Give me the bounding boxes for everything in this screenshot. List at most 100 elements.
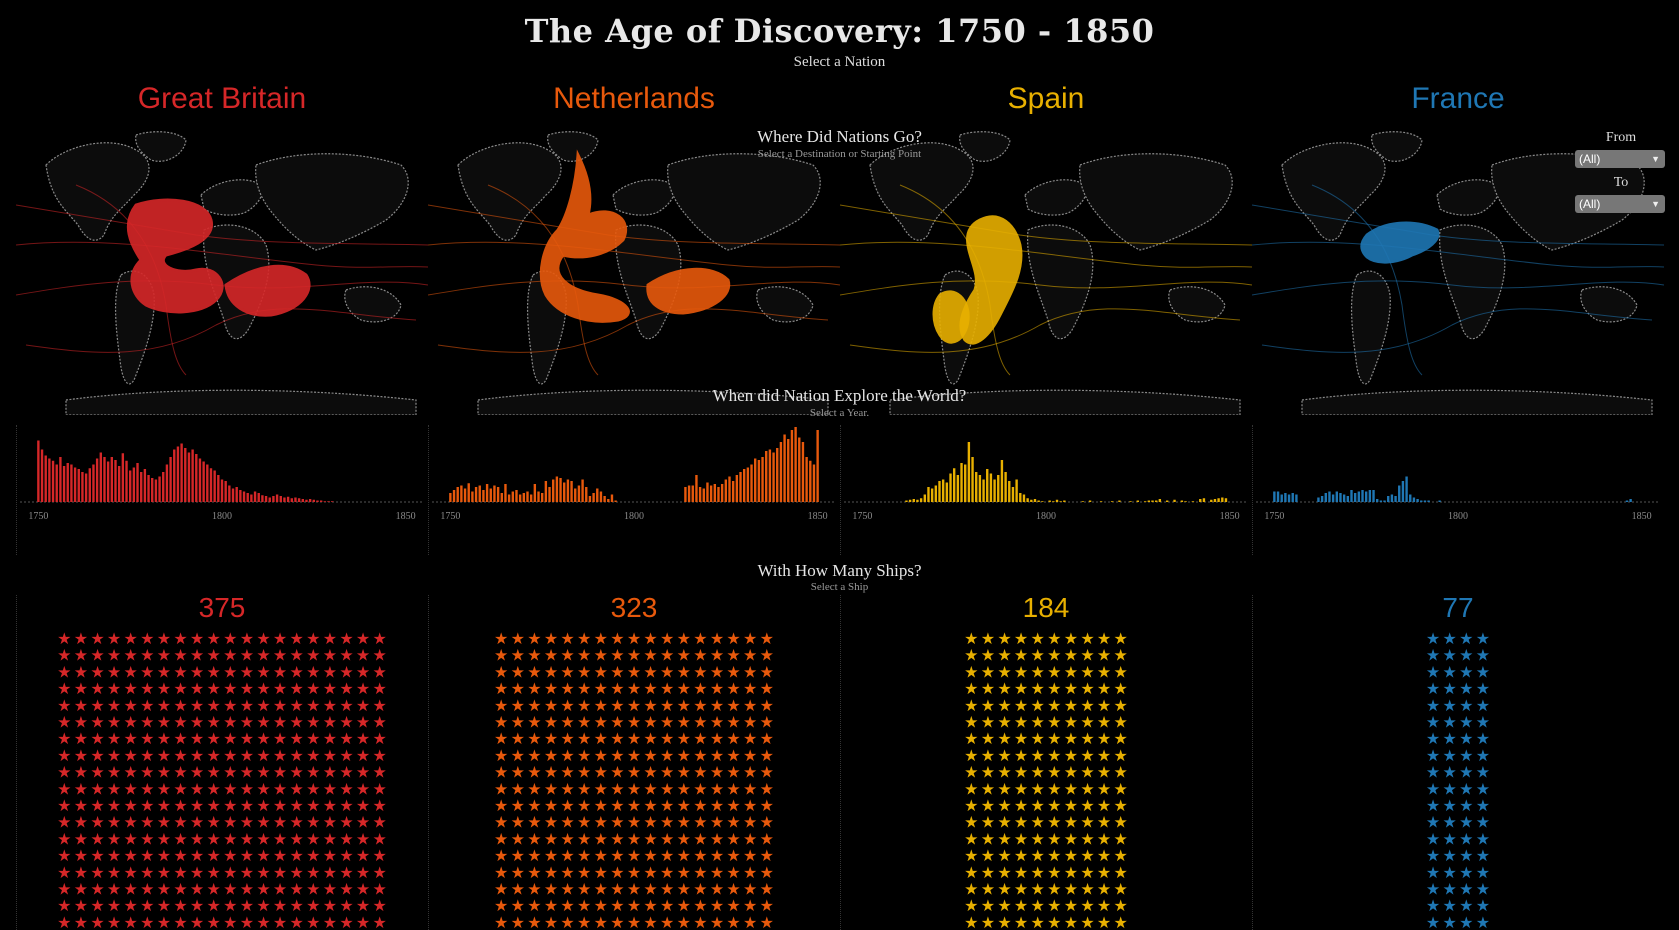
year-bar[interactable]: [776, 448, 779, 502]
ship-star-icon[interactable]: ★: [1443, 646, 1457, 665]
year-bar[interactable]: [801, 442, 805, 502]
year-bar[interactable]: [471, 491, 474, 503]
ship-star-icon[interactable]: ★: [207, 630, 221, 648]
ship-star-icon[interactable]: ★: [140, 729, 154, 748]
ship-star-icon[interactable]: ★: [494, 896, 508, 915]
year-bar[interactable]: [191, 449, 194, 503]
ship-star-icon[interactable]: ★: [1047, 763, 1061, 782]
ship-star-icon[interactable]: ★: [677, 863, 691, 882]
ship-star-icon[interactable]: ★: [323, 630, 337, 648]
ship-star-icon[interactable]: ★: [1014, 646, 1028, 665]
ship-star-icon[interactable]: ★: [997, 746, 1011, 765]
ship-star-icon[interactable]: ★: [981, 846, 995, 865]
ship-star-icon[interactable]: ★: [223, 630, 237, 648]
year-bar[interactable]: [151, 478, 154, 502]
ship-star-icon[interactable]: ★: [1426, 846, 1440, 865]
ship-star-icon[interactable]: ★: [140, 679, 154, 698]
ship-star-icon[interactable]: ★: [207, 662, 221, 681]
ship-star-icon[interactable]: ★: [124, 913, 138, 930]
year-bar[interactable]: [1173, 499, 1176, 502]
ship-star-icon[interactable]: ★: [1426, 829, 1440, 848]
ship-star-icon[interactable]: ★: [1047, 630, 1061, 648]
ship-star-icon[interactable]: ★: [997, 763, 1011, 782]
year-bar[interactable]: [55, 464, 58, 503]
ship-star-icon[interactable]: ★: [323, 763, 337, 782]
ship-star-icon[interactable]: ★: [627, 679, 641, 698]
ship-star-icon[interactable]: ★: [256, 880, 270, 899]
year-bar[interactable]: [37, 440, 40, 503]
ship-star-icon[interactable]: ★: [240, 779, 254, 798]
ship-star-icon[interactable]: ★: [124, 746, 138, 765]
ship-star-icon[interactable]: ★: [594, 729, 608, 748]
ship-star-icon[interactable]: ★: [1476, 713, 1490, 732]
year-bar[interactable]: [48, 458, 51, 503]
ship-star-icon[interactable]: ★: [207, 729, 221, 748]
ship-star-icon[interactable]: ★: [74, 779, 88, 798]
ship-star-icon[interactable]: ★: [743, 696, 757, 715]
ship-star-icon[interactable]: ★: [660, 630, 674, 648]
ship-star-icon[interactable]: ★: [726, 813, 740, 832]
year-bar[interactable]: [1151, 500, 1154, 503]
year-bar[interactable]: [783, 434, 786, 503]
year-bar[interactable]: [570, 481, 573, 502]
ship-star-icon[interactable]: ★: [1459, 796, 1473, 815]
year-bar[interactable]: [592, 493, 595, 502]
ship-star-icon[interactable]: ★: [577, 846, 591, 865]
ship-star-icon[interactable]: ★: [693, 646, 707, 665]
ship-star-icon[interactable]: ★: [660, 813, 674, 832]
year-bar[interactable]: [717, 487, 720, 502]
ship-star-icon[interactable]: ★: [240, 813, 254, 832]
ship-star-icon[interactable]: ★: [981, 763, 995, 782]
ship-star-icon[interactable]: ★: [240, 630, 254, 648]
ship-star-icon[interactable]: ★: [594, 713, 608, 732]
ship-star-icon[interactable]: ★: [760, 679, 774, 698]
ship-star-icon[interactable]: ★: [290, 796, 304, 815]
ship-star-icon[interactable]: ★: [1031, 729, 1045, 748]
ship-star-icon[interactable]: ★: [90, 779, 104, 798]
ship-star-icon[interactable]: ★: [527, 679, 541, 698]
ship-star-icon[interactable]: ★: [373, 630, 387, 648]
ship-star-icon[interactable]: ★: [1114, 829, 1128, 848]
year-bar[interactable]: [735, 475, 739, 502]
ship-star-icon[interactable]: ★: [1014, 662, 1028, 681]
year-bar[interactable]: [319, 500, 323, 503]
year-bar[interactable]: [533, 484, 537, 502]
ship-star-icon[interactable]: ★: [981, 813, 995, 832]
ship-star-icon[interactable]: ★: [677, 846, 691, 865]
year-bar[interactable]: [552, 479, 555, 503]
ship-star-icon[interactable]: ★: [964, 863, 978, 882]
ship-star-icon[interactable]: ★: [560, 846, 574, 865]
ship-star-icon[interactable]: ★: [594, 696, 608, 715]
year-bar[interactable]: [323, 501, 327, 502]
ship-star-icon[interactable]: ★: [140, 662, 154, 681]
ship-star-icon[interactable]: ★: [511, 829, 525, 848]
ship-star-icon[interactable]: ★: [743, 679, 757, 698]
ship-star-icon[interactable]: ★: [643, 829, 657, 848]
ship-star-icon[interactable]: ★: [124, 796, 138, 815]
ship-star-icon[interactable]: ★: [1047, 880, 1061, 899]
ship-star-icon[interactable]: ★: [124, 846, 138, 865]
ship-star-icon[interactable]: ★: [57, 913, 71, 930]
ship-star-icon[interactable]: ★: [273, 813, 287, 832]
ship-star-icon[interactable]: ★: [173, 646, 187, 665]
ship-star-icon[interactable]: ★: [677, 913, 691, 930]
year-bar[interactable]: [1372, 490, 1375, 502]
ship-star-icon[interactable]: ★: [74, 746, 88, 765]
ship-star-icon[interactable]: ★: [643, 630, 657, 648]
ship-star-icon[interactable]: ★: [527, 729, 541, 748]
ship-star-icon[interactable]: ★: [1114, 880, 1128, 899]
ship-star-icon[interactable]: ★: [1064, 662, 1078, 681]
ship-star-icon[interactable]: ★: [693, 880, 707, 899]
ship-star-icon[interactable]: ★: [511, 896, 525, 915]
ship-star-icon[interactable]: ★: [1426, 913, 1440, 930]
ship-star-icon[interactable]: ★: [1459, 779, 1473, 798]
year-bar[interactable]: [1063, 500, 1066, 503]
ship-star-icon[interactable]: ★: [240, 880, 254, 899]
ship-star-icon[interactable]: ★: [1426, 880, 1440, 899]
ship-star-icon[interactable]: ★: [693, 813, 707, 832]
ship-star-icon[interactable]: ★: [726, 713, 740, 732]
ship-star-icon[interactable]: ★: [494, 880, 508, 899]
route-map-great-britain[interactable]: [15, 125, 429, 416]
ship-star-icon[interactable]: ★: [726, 829, 740, 848]
ship-star-icon[interactable]: ★: [643, 679, 657, 698]
